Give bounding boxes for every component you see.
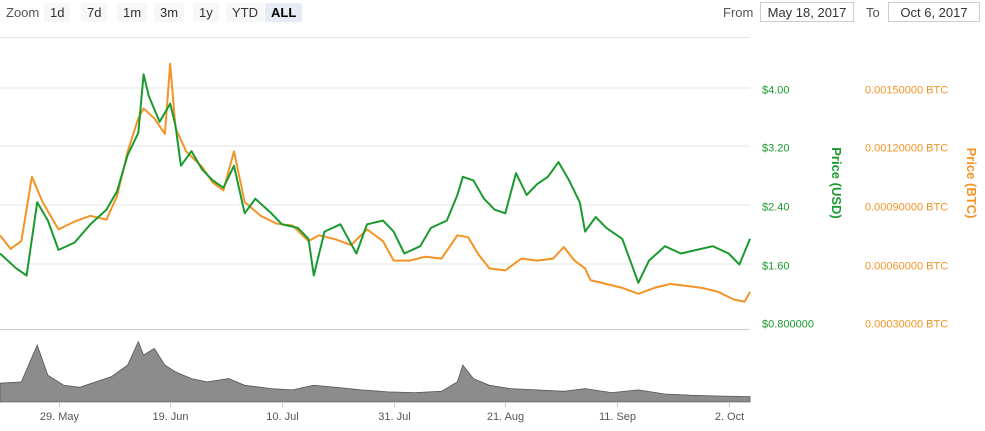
- volume-area-path: [0, 340, 751, 403]
- x-tick-label: 31. Jul: [378, 411, 410, 423]
- to-label: To: [866, 5, 880, 20]
- to-date-input[interactable]: Oct 6, 2017: [888, 2, 980, 22]
- usd-tick-label: $3.20: [762, 143, 790, 155]
- zoom-button-7d[interactable]: 7d: [81, 3, 108, 22]
- x-tick-label: 10. Jul: [266, 411, 298, 423]
- usd-tick-label: $4.00: [762, 85, 790, 97]
- zoom-label: Zoom: [6, 5, 40, 20]
- range-selector-toolbar: Zoom 1d 7d 1m 3m 1y YTD ALL From May 18,…: [0, 0, 985, 26]
- btc-tick-label: 0.00060000 BTC: [865, 261, 948, 273]
- btc-tick-label: 0.00090000 BTC: [865, 202, 948, 214]
- zoom-button-all[interactable]: ALL: [265, 3, 303, 22]
- usd-tick-label: $1.60: [762, 261, 790, 273]
- from-date-input[interactable]: May 18, 2017: [760, 2, 854, 22]
- usd-tick-label: $2.40: [762, 202, 790, 214]
- usd-axis-ticks: $0.800000 $1.60 $2.40 $3.20 $4.00: [762, 85, 814, 331]
- from-label: From: [723, 5, 754, 20]
- btc-price-line: [0, 62, 751, 303]
- x-tick-label: 2. Oct: [715, 411, 744, 423]
- btc-axis-ticks: 0.00030000 BTC 0.00060000 BTC 0.00090000 B…: [865, 85, 948, 331]
- zoom-button-1d[interactable]: 1d: [44, 3, 71, 22]
- usd-price-line: [0, 73, 751, 284]
- series-lines: [0, 62, 751, 303]
- btc-tick-label: 0.00120000 BTC: [865, 143, 948, 155]
- btc-tick-label: 0.00150000 BTC: [865, 85, 948, 97]
- zoom-button-3m[interactable]: 3m: [154, 3, 185, 22]
- usd-axis-title: Price (USD): [829, 147, 844, 219]
- x-axis-ticks: 29. May 19. Jun 10. Jul 31. Jul 21. Aug 11. S…: [40, 402, 744, 423]
- x-tick-label: 19. Jun: [152, 411, 188, 423]
- zoom-button-1y[interactable]: 1y: [193, 3, 219, 22]
- x-tick-label: 21. Aug: [487, 411, 524, 423]
- grid-lines: [0, 87, 750, 265]
- zoom-button-1m[interactable]: 1m: [117, 3, 148, 22]
- usd-tick-label: $0.800000: [762, 319, 814, 331]
- x-tick-label: 29. May: [40, 411, 80, 423]
- volume-area: [0, 340, 751, 403]
- zoom-button-ytd[interactable]: YTD: [226, 3, 264, 22]
- x-tick-label: 11. Sep: [599, 411, 636, 423]
- btc-tick-label: 0.00030000 BTC: [865, 319, 948, 331]
- btc-axis-title: Price (BTC): [964, 148, 979, 219]
